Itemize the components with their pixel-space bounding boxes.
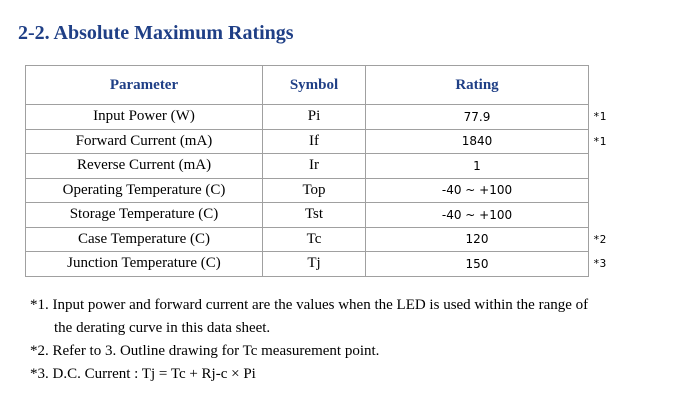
- symbol-cell: If: [262, 128, 366, 154]
- parameter-cell: Case Temperature (C): [25, 226, 263, 252]
- rating-cell: 77.9: [365, 104, 589, 130]
- header-cell: Rating: [365, 65, 589, 105]
- symbol-cell: Tj: [262, 251, 366, 277]
- rating-cell: 150: [365, 251, 589, 277]
- note-line: the derating curve in this data sheet.: [54, 320, 271, 336]
- symbol-cell: Pi: [262, 104, 366, 130]
- rating-cell: -40 ~ +100: [365, 177, 589, 203]
- table-row: Storage Temperature (C) Tst -40 ~ +100: [25, 202, 634, 228]
- rating-cell: 1840: [365, 128, 589, 154]
- ratings-table: Parameter Symbol Rating Input Power (W) P…: [25, 65, 634, 277]
- symbol-cell: Tst: [262, 202, 366, 228]
- note-ref: [589, 203, 634, 228]
- table-row: Junction Temperature (C) Tj 150 *3: [25, 251, 634, 277]
- symbol-cell: Tc: [262, 226, 366, 252]
- parameter-cell: Input Power (W): [25, 104, 263, 130]
- rating-cell: 1: [365, 153, 589, 179]
- note-line: *1. Input power and forward current are …: [30, 297, 589, 313]
- symbol-cell: Ir: [262, 153, 366, 179]
- table-row: Case Temperature (C) Tc 120 *2: [25, 226, 634, 252]
- note-ref: [589, 154, 634, 179]
- note-ref: [589, 178, 634, 203]
- table-row: Forward Current (mA) If 1840 *1: [25, 128, 634, 154]
- rating-cell: 120: [365, 226, 589, 252]
- note-ref: *2: [593, 232, 607, 246]
- note-line: *2. Refer to 3. Outline drawing for Tc m…: [30, 343, 380, 359]
- header-row: Parameter Symbol Rating: [25, 65, 634, 105]
- note-ref: *3: [593, 257, 607, 271]
- notes: *1. Input power and forward current are …: [30, 294, 588, 386]
- symbol-cell: Top: [262, 177, 366, 203]
- parameter-cell: Junction Temperature (C): [25, 251, 263, 277]
- parameter-cell: Operating Temperature (C): [25, 177, 263, 203]
- note-line: *3. D.C. Current : Tj = Tc + Rj-c × Pi: [30, 366, 256, 382]
- header-cell: Parameter: [25, 65, 263, 105]
- table-row: Reverse Current (mA) Ir 1: [25, 153, 634, 179]
- note-ref: *1: [593, 110, 607, 124]
- title: 2-2. Absolute Maximum Ratings: [18, 22, 294, 44]
- parameter-cell: Forward Current (mA): [25, 128, 263, 154]
- parameter-cell: Storage Temperature (C): [25, 202, 263, 228]
- parameter-cell: Reverse Current (mA): [25, 153, 263, 179]
- table-row: Operating Temperature (C) Top -40 ~ +100: [25, 177, 634, 203]
- table-row: Input Power (W) Pi 77.9 *1: [25, 104, 634, 130]
- note-ref: *1: [593, 134, 607, 148]
- header-cell: Symbol: [262, 65, 366, 105]
- rating-cell: -40 ~ +100: [365, 202, 589, 228]
